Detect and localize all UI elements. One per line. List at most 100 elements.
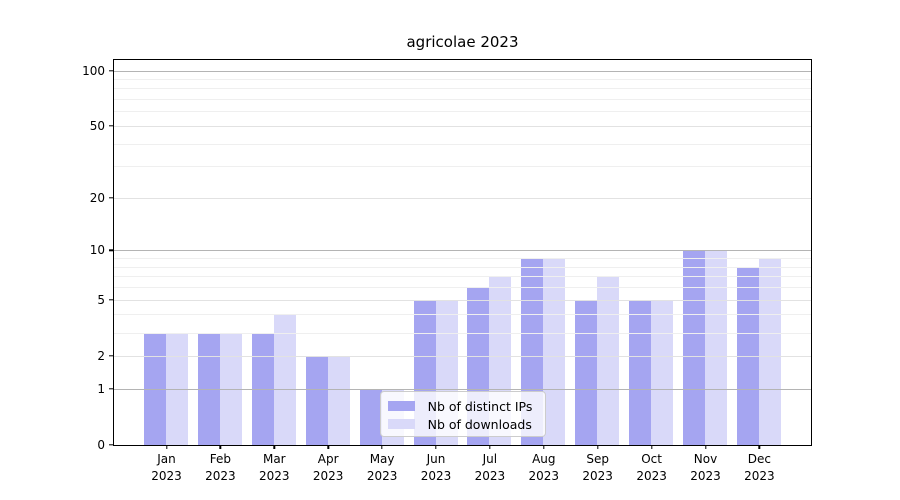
legend: Nb of distinct IPs Nb of downloads	[379, 391, 546, 437]
y-tick-label: 1	[97, 381, 105, 396]
gridline-minor	[113, 314, 811, 316]
gridline-major	[113, 388, 811, 390]
x-tick-year: 2023	[151, 469, 182, 483]
gridline-minor	[113, 99, 811, 101]
x-tick-month: Jul	[482, 452, 498, 466]
legend-row-distinct-ips: Nb of distinct IPs	[387, 397, 537, 415]
gridline-minor	[113, 287, 811, 289]
y-tick-label: 5	[97, 292, 105, 307]
gridline-minor	[113, 266, 811, 268]
legend-swatch-downloads	[387, 419, 415, 429]
x-tick-year: 2023	[636, 469, 667, 483]
gridline-major	[113, 250, 811, 252]
x-tick-year: 2023	[582, 469, 613, 483]
gridline-minor	[113, 143, 811, 145]
x-tick-month: Jun	[426, 452, 446, 466]
bar-distinct-ips-apr	[305, 355, 328, 445]
y-tick-label: 50	[89, 118, 105, 133]
gridline-minor	[113, 166, 811, 168]
y-tick-mark	[108, 125, 113, 127]
x-tick-year: 2023	[420, 469, 452, 483]
x-tick-month: Apr	[317, 452, 339, 466]
x-tick-label: Aug 2023	[512, 451, 576, 485]
chart-title: agricolae 2023	[406, 33, 519, 51]
y-tick-mark	[108, 298, 113, 301]
x-tick-mark	[596, 445, 599, 450]
x-tick-mark	[758, 445, 761, 450]
plot-area: Nb of distinct IPs Nb of downloads	[112, 59, 812, 446]
gridline-minor	[113, 111, 811, 113]
x-tick-month: Oct	[641, 452, 662, 466]
gridline-minor	[113, 78, 811, 80]
x-tick-year: 2023	[205, 469, 236, 483]
x-tick-year: 2023	[690, 469, 721, 483]
y-tick-label: 2	[97, 348, 105, 363]
y-tick-mark	[108, 197, 113, 199]
x-tick-month: Sep	[586, 452, 609, 466]
bar-downloads-mar	[273, 314, 296, 445]
legend-row-downloads: Nb of downloads	[387, 415, 537, 433]
y-tick-mark	[108, 388, 113, 390]
bar-downloads-oct	[651, 299, 674, 445]
x-tick-month: Aug	[532, 452, 556, 466]
y-tick-label: 10	[89, 243, 105, 258]
x-tick-month: May	[369, 452, 395, 466]
x-tick-mark	[381, 445, 383, 450]
gridline-mid	[113, 125, 811, 127]
x-tick-label: Jul 2023	[458, 451, 522, 485]
bar-distinct-ips-may	[359, 388, 382, 445]
y-tick-mark	[108, 69, 113, 72]
gridline-minor	[113, 276, 811, 278]
x-tick-month: Feb	[209, 452, 232, 466]
x-tick-year: 2023	[312, 469, 344, 483]
x-tick-year: 2023	[366, 469, 398, 483]
x-tick-label: Jan 2023	[135, 451, 199, 485]
x-tick-mark	[435, 445, 437, 450]
gridline-minor	[113, 332, 811, 334]
x-tick-label: Apr 2023	[296, 451, 360, 485]
x-tick-year: 2023	[259, 469, 290, 483]
bar-downloads-apr	[327, 355, 350, 445]
bar-distinct-ips-oct	[629, 299, 652, 445]
x-tick-mark	[543, 445, 545, 450]
x-tick-month: Nov	[693, 452, 718, 466]
bar-distinct-ips-nov	[683, 250, 706, 445]
gridline-minor	[113, 258, 811, 260]
bar-downloads-nov	[705, 250, 728, 445]
x-tick-mark	[165, 445, 168, 450]
x-tick-label: Nov 2023	[674, 451, 738, 485]
gridline-minor	[113, 88, 811, 90]
gridline-mid	[113, 197, 811, 199]
x-tick-month: Mar	[262, 452, 286, 466]
x-tick-mark	[489, 445, 491, 450]
y-tick-mark	[108, 355, 113, 357]
x-tick-mark	[273, 445, 275, 450]
legend-label-downloads: Nb of downloads	[427, 416, 532, 432]
gridline-mid	[113, 299, 811, 301]
bar-downloads-aug	[543, 258, 566, 445]
y-tick-label: 100	[82, 63, 105, 78]
legend-swatch-distinct-ips	[387, 401, 415, 411]
x-tick-mark	[219, 445, 222, 450]
x-tick-year: 2023	[474, 469, 506, 483]
gridline-major	[113, 70, 811, 72]
x-tick-year: 2023	[528, 469, 560, 483]
x-tick-mark	[327, 445, 329, 450]
x-tick-month: Dec	[747, 452, 771, 466]
x-tick-label: May 2023	[350, 451, 414, 485]
gridline-mid	[113, 355, 811, 357]
x-tick-month: Jan	[157, 452, 176, 466]
y-tick-mark	[108, 444, 113, 446]
bar-downloads-sep	[597, 276, 620, 445]
y-tick-label: 20	[89, 190, 105, 205]
x-tick-label: Feb 2023	[188, 451, 252, 485]
x-tick-label: Jun 2023	[404, 451, 468, 485]
x-tick-year: 2023	[744, 469, 775, 483]
bar-downloads-dec	[758, 258, 781, 445]
x-tick-mark	[704, 445, 707, 450]
y-tick-label: 0	[97, 438, 105, 452]
x-tick-mark	[650, 445, 653, 450]
x-tick-label: Sep 2023	[566, 451, 630, 485]
bar-distinct-ips-sep	[575, 299, 598, 445]
